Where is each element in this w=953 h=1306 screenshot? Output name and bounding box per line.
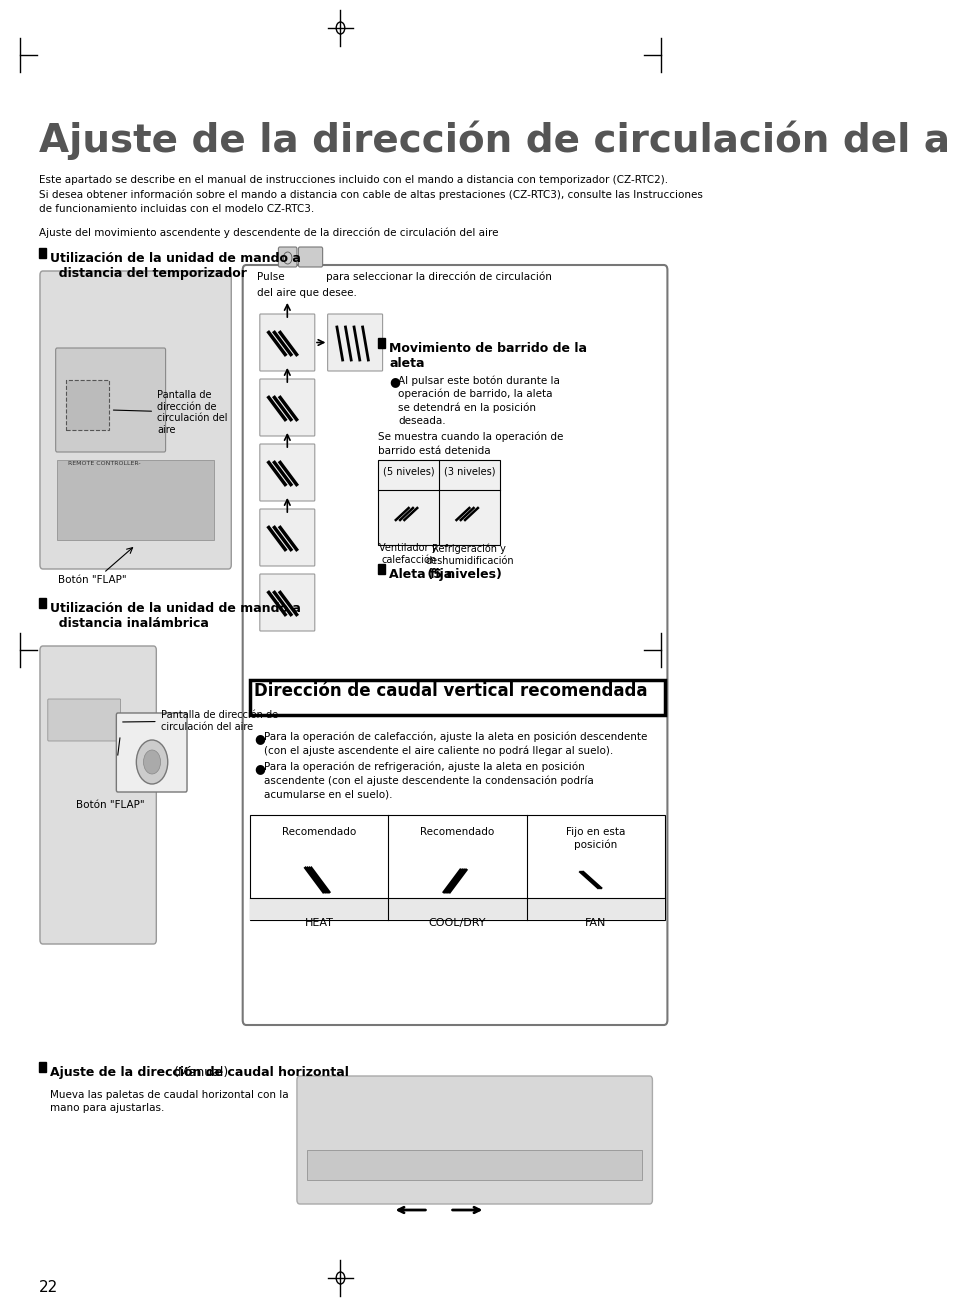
FancyBboxPatch shape <box>259 509 314 565</box>
Text: ●: ● <box>253 761 265 774</box>
Text: Pantalla de dirección de
circulación del aire: Pantalla de dirección de circulación del… <box>123 710 277 731</box>
Text: Recomendado: Recomendado <box>282 827 355 837</box>
Text: ●: ● <box>389 375 399 388</box>
Text: COOL/DRY: COOL/DRY <box>428 918 486 929</box>
Text: Fijo en esta
posición: Fijo en esta posición <box>566 827 625 850</box>
Bar <box>39 248 47 259</box>
Text: Pulse: Pulse <box>256 272 284 282</box>
Text: REMOTE CONTROLLER-: REMOTE CONTROLLER- <box>68 461 140 466</box>
FancyBboxPatch shape <box>40 646 156 944</box>
Text: Aleta fija: Aleta fija <box>389 568 452 581</box>
Circle shape <box>136 741 168 784</box>
FancyBboxPatch shape <box>278 247 296 266</box>
Text: ●: ● <box>253 731 265 744</box>
Text: Al pulsar este botón durante la
operación de barrido, la aleta
se detendrá en la: Al pulsar este botón durante la operació… <box>398 375 559 427</box>
Bar <box>378 564 385 575</box>
FancyBboxPatch shape <box>259 575 314 631</box>
Text: (Manual): (Manual) <box>174 1066 230 1079</box>
FancyBboxPatch shape <box>48 699 120 741</box>
Bar <box>250 899 664 919</box>
Text: Ajuste de la dirección de circulación del aire: Ajuste de la dirección de circulación de… <box>39 120 953 159</box>
FancyBboxPatch shape <box>116 713 187 791</box>
FancyBboxPatch shape <box>259 444 314 502</box>
Bar <box>57 460 213 539</box>
Bar <box>250 815 664 919</box>
Text: Ajuste de la dirección de caudal horizontal: Ajuste de la dirección de caudal horizon… <box>50 1066 349 1079</box>
Bar <box>67 380 109 430</box>
Text: Refrigeración y
deshumidificación: Refrigeración y deshumidificación <box>425 543 513 565</box>
Text: Mueva las paletas de caudal horizontal con la
mano para ajustarlas.: Mueva las paletas de caudal horizontal c… <box>50 1091 289 1113</box>
FancyBboxPatch shape <box>259 379 314 436</box>
FancyBboxPatch shape <box>296 1076 652 1204</box>
Text: FAN: FAN <box>585 918 606 929</box>
FancyBboxPatch shape <box>242 265 667 1025</box>
Text: HEAT: HEAT <box>304 918 334 929</box>
Text: Este apartado se describe en el manual de instrucciones incluido con el mando a : Este apartado se describe en el manual d… <box>39 175 702 214</box>
FancyBboxPatch shape <box>40 272 231 569</box>
Text: 22: 22 <box>39 1280 58 1296</box>
Text: Ventilador y
calefacción: Ventilador y calefacción <box>379 543 437 565</box>
Text: Recomendado: Recomendado <box>420 827 495 837</box>
Text: (3 niveles): (3 niveles) <box>443 466 495 475</box>
Circle shape <box>143 750 160 774</box>
Bar <box>378 460 499 545</box>
Text: Para la operación de calefacción, ajuste la aleta en posición descendente
(con e: Para la operación de calefacción, ajuste… <box>264 731 647 756</box>
FancyBboxPatch shape <box>327 313 382 371</box>
FancyBboxPatch shape <box>298 247 322 266</box>
Text: Para la operación de refrigeración, ajuste la aleta en posición
ascendente (con : Para la operación de refrigeración, ajus… <box>264 761 593 799</box>
Bar <box>378 338 385 347</box>
Text: (5 niveles): (5 niveles) <box>382 466 434 475</box>
FancyBboxPatch shape <box>55 347 166 452</box>
FancyBboxPatch shape <box>259 313 314 371</box>
Text: Movimiento de barrido de la
aleta: Movimiento de barrido de la aleta <box>389 342 586 370</box>
FancyBboxPatch shape <box>250 680 664 714</box>
Bar <box>307 1151 641 1181</box>
Text: (5 niveles): (5 niveles) <box>422 568 501 581</box>
Text: Utilización de la unidad de mando a
  distancia del temporizador: Utilización de la unidad de mando a dist… <box>50 252 300 279</box>
Text: Pantalla de
dirección de
circulación del
aire: Pantalla de dirección de circulación del… <box>113 390 228 435</box>
Text: Ajuste del movimiento ascendente y descendente de la dirección de circulación de: Ajuste del movimiento ascendente y desce… <box>39 229 498 239</box>
Text: del aire que desee.: del aire que desee. <box>256 289 356 298</box>
Text: Dirección de caudal vertical recomendada: Dirección de caudal vertical recomendada <box>253 682 647 700</box>
Bar <box>39 598 47 609</box>
Text: Utilización de la unidad de mando a
  distancia inalámbrica: Utilización de la unidad de mando a dist… <box>50 602 300 629</box>
Text: Botón "FLAP": Botón "FLAP" <box>76 801 145 810</box>
Bar <box>39 1062 47 1072</box>
Text: Se muestra cuando la operación de
barrido está detenida: Se muestra cuando la operación de barrid… <box>378 432 563 456</box>
Text: para seleccionar la dirección de circulación: para seleccionar la dirección de circula… <box>326 272 552 282</box>
Text: Botón "FLAP": Botón "FLAP" <box>58 575 127 585</box>
